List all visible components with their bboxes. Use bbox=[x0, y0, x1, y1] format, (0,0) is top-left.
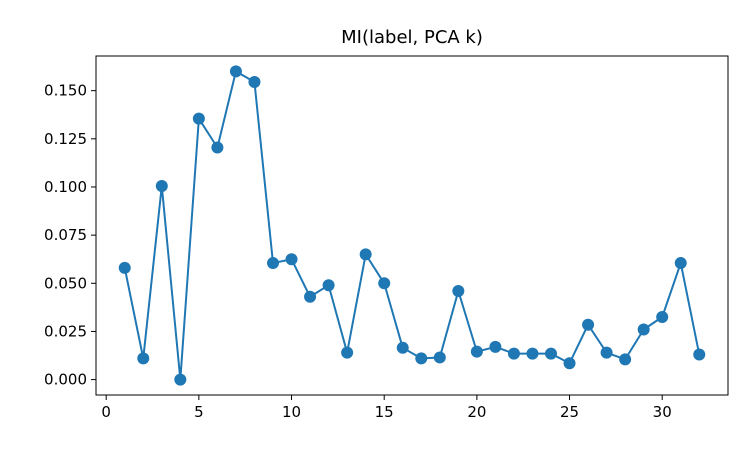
x-tick-label: 20 bbox=[467, 403, 486, 421]
data-point bbox=[637, 323, 650, 336]
data-point bbox=[304, 290, 317, 303]
x-tick-label: 0 bbox=[101, 403, 111, 421]
data-point bbox=[693, 348, 706, 361]
series-line bbox=[123, 70, 701, 381]
y-tick-label: 0.125 bbox=[44, 130, 87, 148]
data-point bbox=[452, 284, 465, 297]
data-point bbox=[155, 180, 168, 193]
plot-frame bbox=[95, 55, 729, 396]
y-tick-label: 0.100 bbox=[44, 178, 87, 196]
data-point bbox=[619, 353, 632, 366]
data-point bbox=[211, 141, 224, 154]
data-point bbox=[674, 257, 687, 270]
data-point bbox=[378, 277, 391, 290]
chart-title: MI(label, PCA k) bbox=[341, 27, 483, 48]
y-axis: 0.000 0.025 0.050 0.075 0.100 0.125 0.150 bbox=[44, 82, 96, 389]
data-point bbox=[545, 347, 558, 360]
y-tick-label: 0.050 bbox=[44, 274, 87, 292]
data-point bbox=[526, 347, 539, 360]
y-tick-label: 0.000 bbox=[44, 371, 87, 389]
data-point bbox=[359, 248, 372, 261]
data-point bbox=[229, 65, 242, 78]
data-point bbox=[600, 346, 613, 359]
data-point bbox=[266, 257, 279, 270]
data-point bbox=[137, 352, 150, 365]
data-point bbox=[174, 373, 187, 386]
x-tick-label: 5 bbox=[194, 403, 204, 421]
data-point bbox=[433, 351, 446, 364]
data-point bbox=[192, 112, 205, 125]
data-point bbox=[322, 279, 335, 292]
y-tick-label: 0.150 bbox=[44, 82, 87, 100]
plot-area bbox=[118, 65, 706, 386]
data-point bbox=[396, 341, 409, 354]
data-point bbox=[118, 261, 131, 274]
x-tick-label: 10 bbox=[282, 403, 301, 421]
data-point bbox=[582, 318, 595, 331]
y-tick-label: 0.025 bbox=[44, 322, 87, 340]
data-point bbox=[415, 352, 428, 365]
data-point bbox=[507, 347, 520, 360]
x-tick-label: 30 bbox=[653, 403, 672, 421]
x-tick-label: 25 bbox=[560, 403, 579, 421]
data-point bbox=[656, 310, 669, 323]
data-point bbox=[489, 340, 502, 353]
y-tick-label: 0.075 bbox=[44, 226, 87, 244]
x-axis: 0 5 10 15 20 25 30 bbox=[101, 395, 672, 421]
data-point bbox=[563, 357, 576, 370]
data-point bbox=[470, 345, 483, 358]
data-point bbox=[248, 76, 261, 89]
data-point bbox=[341, 346, 354, 359]
data-point bbox=[285, 253, 298, 266]
x-tick-label: 15 bbox=[375, 403, 394, 421]
